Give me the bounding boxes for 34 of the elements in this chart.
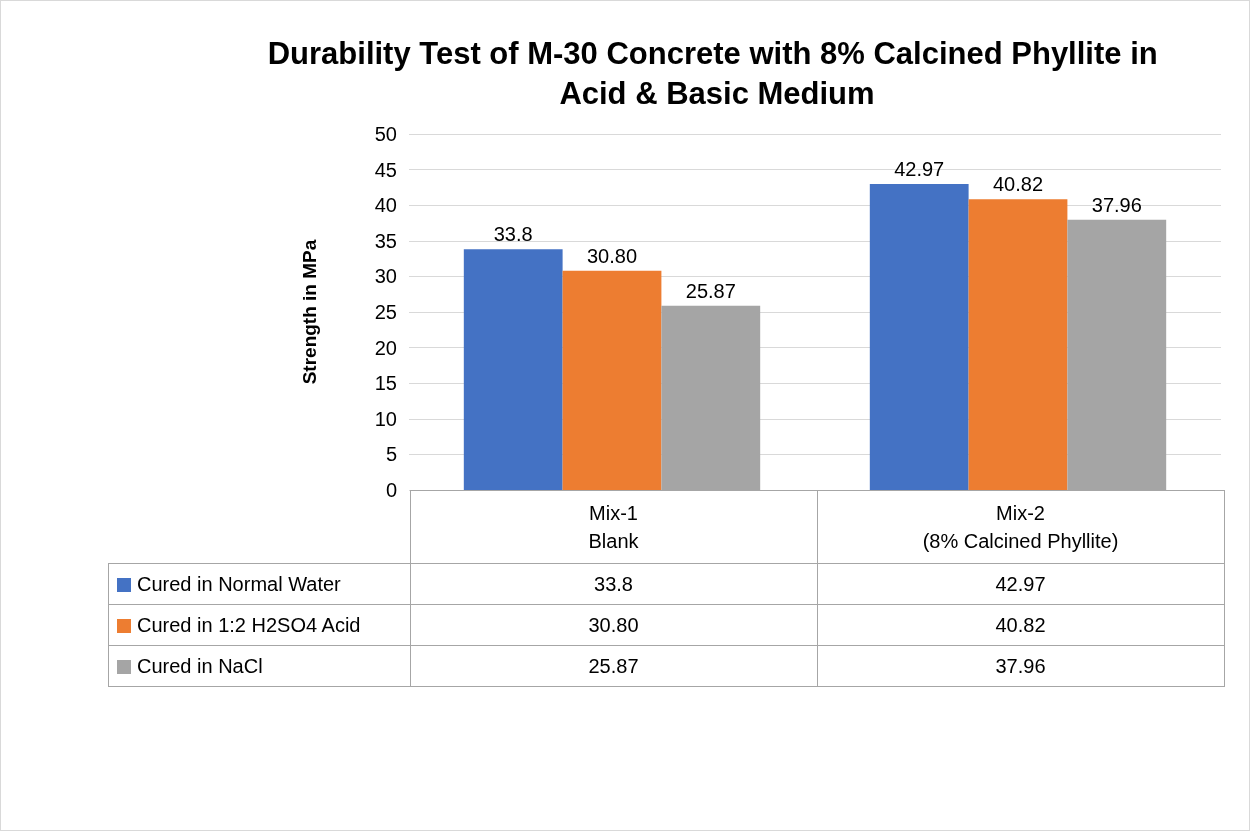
data-label: 25.87 [410,645,817,687]
legend-label: Cured in Normal Water [108,563,410,605]
data-label: 37.96 [817,645,1224,687]
y-tick-label: 45 [374,158,397,181]
text: 30.80 [586,244,638,267]
y-tick-label: 30 [374,265,397,288]
y-tick-label: 25 [374,301,397,323]
legend-label: Cured in 1:2 H2SO4 Acid [108,604,410,646]
text: 25.87 [685,279,736,302]
bar [968,199,1068,490]
data-label: 33.8 [410,563,817,605]
legend-label: Cured in NaCl [108,645,410,687]
y-tick-label: 40 [374,194,397,217]
text: 37.96 [1091,193,1142,216]
text: 33.8 [493,223,533,246]
y-tick-label: 35 [374,229,397,252]
chart-title: Durability Test of M-30 Concrete with 8% Calcined Phyllite in Acid & Basic Medium [267,35,1167,111]
x-tick-label: Mix-1 Blank [410,490,817,564]
data-label: 40.82 [817,604,1224,646]
bar [463,249,563,490]
y-tick-label: 0 [385,479,397,501]
text: 40.82 [992,173,1044,196]
bar [562,270,662,490]
y-tick-label: 15 [374,372,397,395]
y-axis-title: Strength in MPa [299,239,320,385]
y-tick-label: 20 [374,336,397,359]
bar [869,184,969,490]
x-tick-label: Mix-2 (8% Calcined Phyllite) [817,490,1224,564]
data-label: 42.97 [817,563,1224,605]
text: 42.97 [894,158,945,181]
y-tick-label: 50 [374,123,397,145]
y-tick-label: 5 [385,443,397,466]
y-tick-label: 10 [374,407,397,430]
data-label: 30.80 [410,604,817,646]
